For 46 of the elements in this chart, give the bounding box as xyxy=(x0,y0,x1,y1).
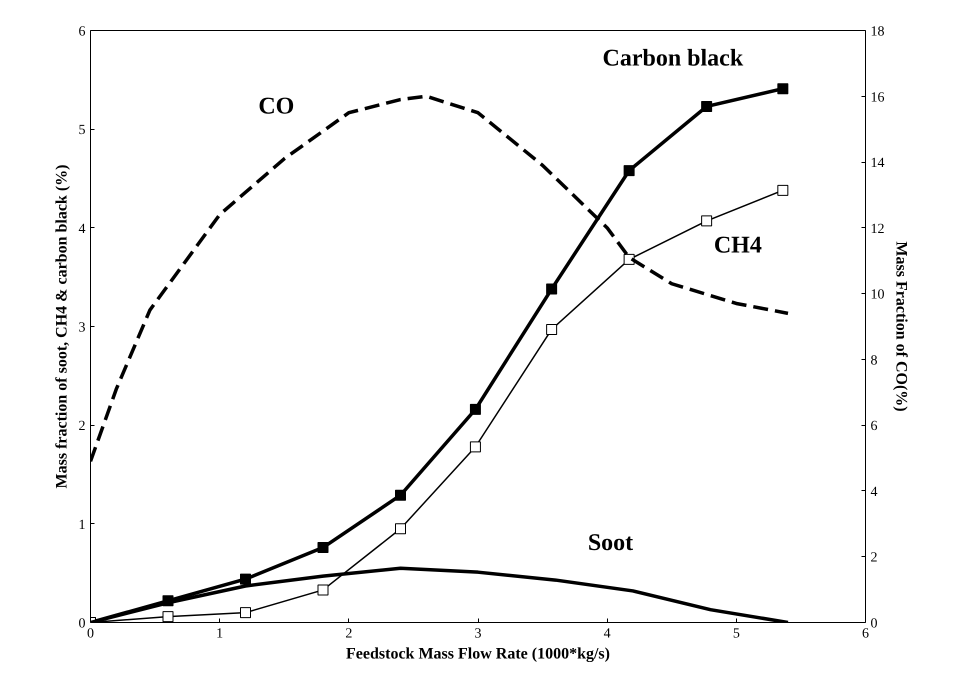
y-tick-label: 1 xyxy=(78,518,86,533)
point xyxy=(318,542,328,554)
point xyxy=(546,324,558,335)
x-tick-label: 5 xyxy=(732,626,740,642)
series-label: Soot xyxy=(588,530,634,556)
x-tick-label: 6 xyxy=(862,626,869,642)
y2-axis-title: Mass Fraction of CO(%) xyxy=(892,241,910,412)
point xyxy=(470,404,481,415)
series-label: CH4 xyxy=(714,232,762,258)
point xyxy=(162,611,174,622)
y-tick-label: 5 xyxy=(78,123,86,138)
point xyxy=(240,574,251,585)
y-tick-label: 2 xyxy=(78,419,86,434)
point xyxy=(777,83,788,94)
point xyxy=(395,490,406,501)
y2-tick-label: 0 xyxy=(870,616,878,632)
y2-tick-label: 10 xyxy=(870,288,884,303)
y-tick-label: 4 xyxy=(78,222,86,237)
y2-tick-label: 4 xyxy=(870,484,878,500)
y-tick-label: 6 xyxy=(78,24,86,40)
y2-tick-label: 16 xyxy=(870,90,884,106)
x-tick-label: 2 xyxy=(345,626,352,642)
point xyxy=(624,165,635,176)
x-axis-title: Feedstock Mass Flow Rate (1000*kg/s) xyxy=(346,646,610,662)
point xyxy=(546,284,558,295)
y-tick-label: 3 xyxy=(78,320,86,336)
x-tick-label: 3 xyxy=(474,626,482,642)
point xyxy=(470,441,481,452)
y2-tick-label: 2 xyxy=(870,550,878,566)
y2-tick-label: 12 xyxy=(870,222,884,237)
point xyxy=(395,523,406,534)
point xyxy=(240,607,251,618)
point xyxy=(701,215,712,226)
x-tick-label: 4 xyxy=(604,626,611,642)
y-axis-title: Mass fraction of soot, CH4 & carbon black (%) xyxy=(54,164,70,488)
point xyxy=(701,100,712,112)
y2-tick-label: 18 xyxy=(870,24,884,40)
y-tick-label: 0 xyxy=(78,616,86,632)
series-label: CO xyxy=(258,93,294,120)
series-label: Carbon black xyxy=(602,46,744,72)
point xyxy=(777,184,788,196)
point xyxy=(318,584,328,596)
x-tick-label: 1 xyxy=(216,626,224,642)
y2-tick-label: 8 xyxy=(870,353,878,368)
y2-tick-label: 6 xyxy=(870,419,878,434)
y2-tick-label: 14 xyxy=(870,156,884,172)
